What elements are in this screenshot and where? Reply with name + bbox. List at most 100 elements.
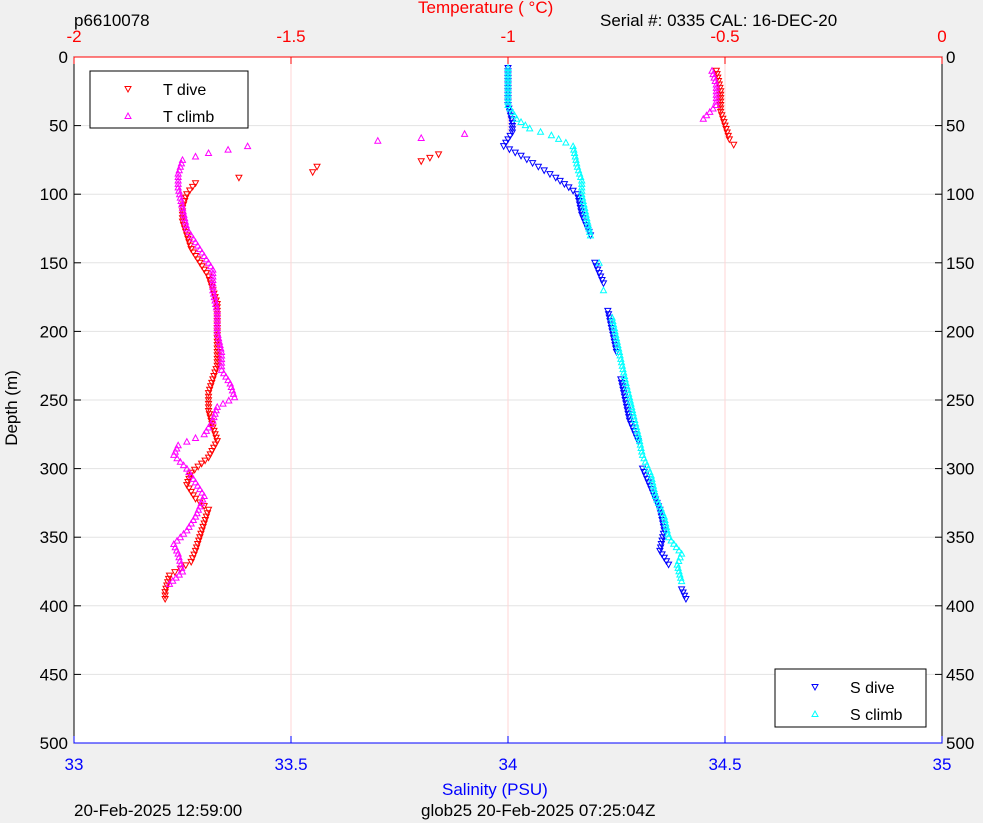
data-point — [712, 94, 721, 102]
data-point — [507, 116, 516, 124]
y-tick-label-right: 50 — [946, 117, 965, 136]
series-s-climb — [504, 63, 686, 585]
data-point — [212, 366, 220, 374]
legend-box — [89, 70, 249, 129]
data-point — [723, 129, 732, 137]
data-point — [177, 200, 186, 208]
data-point — [577, 179, 586, 187]
data-point — [656, 506, 664, 514]
data-point — [651, 491, 660, 500]
data-point — [712, 100, 721, 109]
data-point — [584, 221, 593, 229]
legend-box — [774, 668, 927, 728]
data-point — [657, 541, 666, 549]
data-point — [178, 155, 187, 163]
data-point — [187, 519, 196, 527]
data-point — [504, 87, 512, 95]
data-point — [187, 558, 196, 566]
data-point — [504, 83, 512, 91]
data-point — [213, 338, 222, 346]
data-point — [202, 255, 211, 263]
data-point — [178, 567, 187, 575]
data-point — [713, 71, 721, 79]
data-point — [191, 495, 200, 503]
data-point — [624, 414, 633, 422]
data-point — [528, 160, 537, 168]
data-point — [176, 162, 185, 170]
data-point — [536, 127, 545, 135]
data-point — [676, 570, 684, 578]
top-axis-title: Temperature ( °C) — [418, 0, 554, 17]
y-tick-label-right: 150 — [946, 254, 974, 273]
data-point — [209, 272, 217, 280]
data-point — [206, 419, 215, 428]
data-point — [641, 472, 650, 480]
data-point — [637, 447, 646, 455]
data-point — [660, 554, 669, 562]
top-tick-label: -0.5 — [710, 27, 739, 46]
y-tick-label-left: 350 — [40, 528, 68, 547]
data-point — [599, 280, 608, 288]
data-point — [213, 313, 222, 321]
data-point — [499, 143, 508, 151]
data-point — [193, 481, 202, 489]
data-point — [619, 368, 628, 376]
data-point — [219, 369, 228, 377]
data-point — [191, 433, 200, 441]
data-point — [182, 191, 191, 199]
data-point — [712, 83, 721, 91]
data-point — [729, 141, 738, 149]
footer-stamp: glob25 20-Feb-2025 07:25:04Z — [421, 801, 656, 820]
data-point — [216, 341, 224, 349]
data-point — [630, 415, 639, 424]
data-point — [208, 448, 216, 456]
data-point — [211, 296, 219, 304]
legend-top-left: T dive T climb — [89, 70, 249, 129]
data-point — [213, 317, 222, 325]
data-point — [710, 73, 718, 81]
data-point — [191, 252, 200, 260]
data-point — [204, 273, 213, 281]
data-point — [574, 166, 583, 174]
data-point — [196, 259, 204, 267]
data-point — [209, 376, 217, 384]
data-point — [191, 180, 200, 188]
data-point — [705, 107, 714, 115]
data-point — [611, 327, 619, 335]
data-point — [213, 335, 222, 343]
data-point — [182, 224, 191, 232]
top-tick-label: -2 — [66, 27, 81, 46]
data-point — [217, 365, 226, 373]
data-point — [460, 129, 469, 137]
data-point — [217, 347, 226, 355]
data-point — [572, 155, 580, 163]
data-point — [571, 152, 580, 160]
data-point — [164, 575, 173, 583]
bottom-tick-label: 34.5 — [708, 755, 741, 774]
data-point — [716, 108, 725, 116]
data-point — [656, 544, 665, 552]
data-point — [724, 132, 733, 140]
data-point — [725, 136, 734, 144]
data-point — [611, 330, 620, 338]
data-point — [721, 122, 729, 130]
data-point — [674, 556, 683, 564]
data-point — [577, 211, 586, 219]
data-point — [615, 347, 624, 355]
data-point — [573, 162, 582, 170]
data-point — [163, 582, 171, 590]
data-point — [608, 313, 617, 321]
data-point — [675, 546, 683, 554]
data-point — [569, 142, 577, 150]
data-point — [214, 334, 223, 342]
data-point — [200, 430, 209, 438]
data-point — [575, 198, 583, 206]
data-point — [647, 471, 656, 479]
data-point — [577, 176, 586, 184]
data-point — [182, 526, 191, 534]
data-point — [610, 323, 619, 331]
top-tick-label: 0 — [937, 27, 946, 46]
data-point — [506, 104, 515, 112]
data-point — [199, 523, 207, 531]
data-point — [618, 361, 627, 369]
